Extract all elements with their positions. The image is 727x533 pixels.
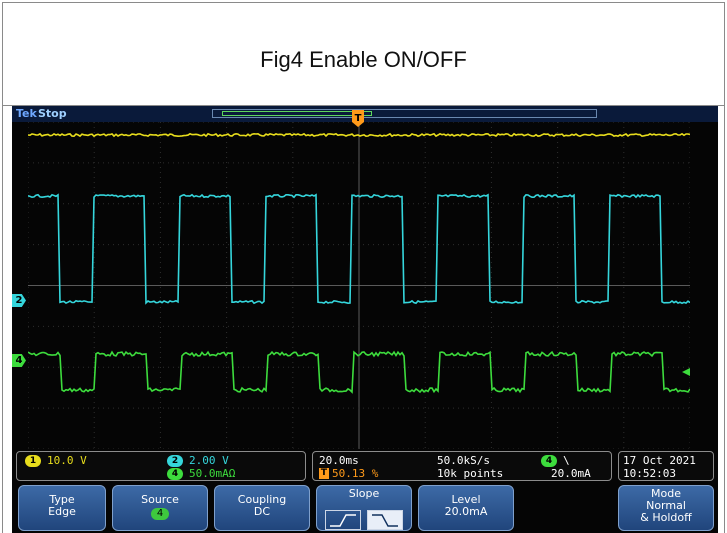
trigger-marker-label: T	[355, 113, 362, 124]
ch4-ground-marker[interactable]: 4	[12, 354, 26, 367]
type-softkey-value: Edge	[48, 505, 76, 518]
ch1-badge: 1	[25, 455, 41, 467]
ch2-waveform	[28, 193, 690, 305]
falling-slope-option[interactable]	[367, 510, 403, 530]
source-softkey-title: Source	[141, 493, 179, 506]
trigger-level-readout: 20.0mA	[551, 467, 591, 480]
table-right-rule	[724, 106, 725, 533]
oscilloscope-screen: Tek Stop T 2 4 1 10.0 V 2 2.	[12, 106, 718, 533]
level-softkey-value: 20.0mA	[444, 505, 488, 518]
ch2-badge: 2	[167, 455, 183, 467]
ch2-ground-marker[interactable]: 2	[12, 294, 26, 307]
rising-slope-option[interactable]	[325, 510, 361, 530]
source-softkey[interactable]: Source 4	[112, 485, 208, 531]
source-softkey-value: 4	[150, 508, 170, 520]
trigger-menu: Type Edge Source 4 Coupling DC Slope	[12, 483, 718, 533]
graticule-grid	[28, 122, 690, 449]
type-softkey[interactable]: Type Edge	[18, 485, 106, 531]
coupling-softkey-value: DC	[253, 505, 271, 518]
table-left-rule	[2, 106, 3, 533]
trigger-position-readout: 50.13 %	[332, 467, 379, 480]
mode-softkey-title: Mode	[651, 487, 681, 500]
trigger-position-icon: T	[319, 468, 329, 479]
ch1-waveform	[28, 132, 690, 138]
mode-softkey-value-2: & Holdoff	[640, 511, 692, 524]
sample-rate-readout: 50.0kS/s	[437, 454, 490, 467]
ch1-scale: 10.0 V	[47, 454, 87, 467]
vertical-readout-box[interactable]: 1 10.0 V 2 2.00 V 4 50.0mAΩ	[16, 451, 306, 481]
slope-softkey-title: Slope	[348, 487, 380, 500]
trigger-level-arrow-icon[interactable]	[682, 368, 690, 376]
horizontal-trigger-readout-box[interactable]: 20.0ms T 50.13 % 50.0kS/s 10k points 4 \…	[312, 451, 612, 481]
time-readout: 10:52:03	[623, 467, 676, 480]
ch4-badge: 4	[167, 468, 183, 480]
ch4-waveform	[28, 350, 690, 394]
rising-edge-icon	[330, 514, 356, 527]
readout-strip: 1 10.0 V 2 2.00 V 4 50.0mAΩ 20.0ms T 50.…	[12, 449, 718, 483]
record-view-window	[222, 111, 372, 116]
trigger-position-marker: T	[352, 110, 364, 127]
level-softkey-title: Level	[451, 493, 481, 506]
trigger-source-badge: 4	[541, 455, 557, 467]
mode-softkey[interactable]: Mode Normal & Holdoff	[618, 485, 714, 531]
brand-logo: Tek	[16, 107, 37, 120]
record-length-readout: 10k points	[437, 467, 504, 480]
falling-edge-icon	[372, 514, 398, 527]
waveform-display	[28, 122, 690, 449]
trigger-slope-readout: \	[563, 454, 570, 467]
figure-caption: Fig4 Enable ON/OFF	[260, 47, 467, 72]
coupling-softkey[interactable]: Coupling DC	[214, 485, 310, 531]
record-view-bar	[212, 109, 597, 118]
slope-softkey[interactable]: Slope	[316, 485, 412, 531]
ch4-scale: 50.0mAΩ	[189, 467, 236, 480]
type-softkey-title: Type	[49, 493, 75, 506]
acquisition-state: Stop	[38, 107, 67, 120]
status-bar: Tek Stop	[12, 106, 718, 122]
timebase-readout: 20.0ms	[319, 454, 359, 467]
mode-softkey-value-1: Normal	[646, 499, 686, 512]
datetime-readout-box: 17 Oct 2021 10:52:03	[618, 451, 714, 481]
caption-cell: Fig4 Enable ON/OFF	[2, 2, 725, 106]
coupling-softkey-title: Coupling	[237, 493, 287, 506]
ch2-scale: 2.00 V	[189, 454, 229, 467]
level-softkey[interactable]: Level 20.0mA	[418, 485, 514, 531]
date-readout: 17 Oct 2021	[623, 454, 696, 467]
